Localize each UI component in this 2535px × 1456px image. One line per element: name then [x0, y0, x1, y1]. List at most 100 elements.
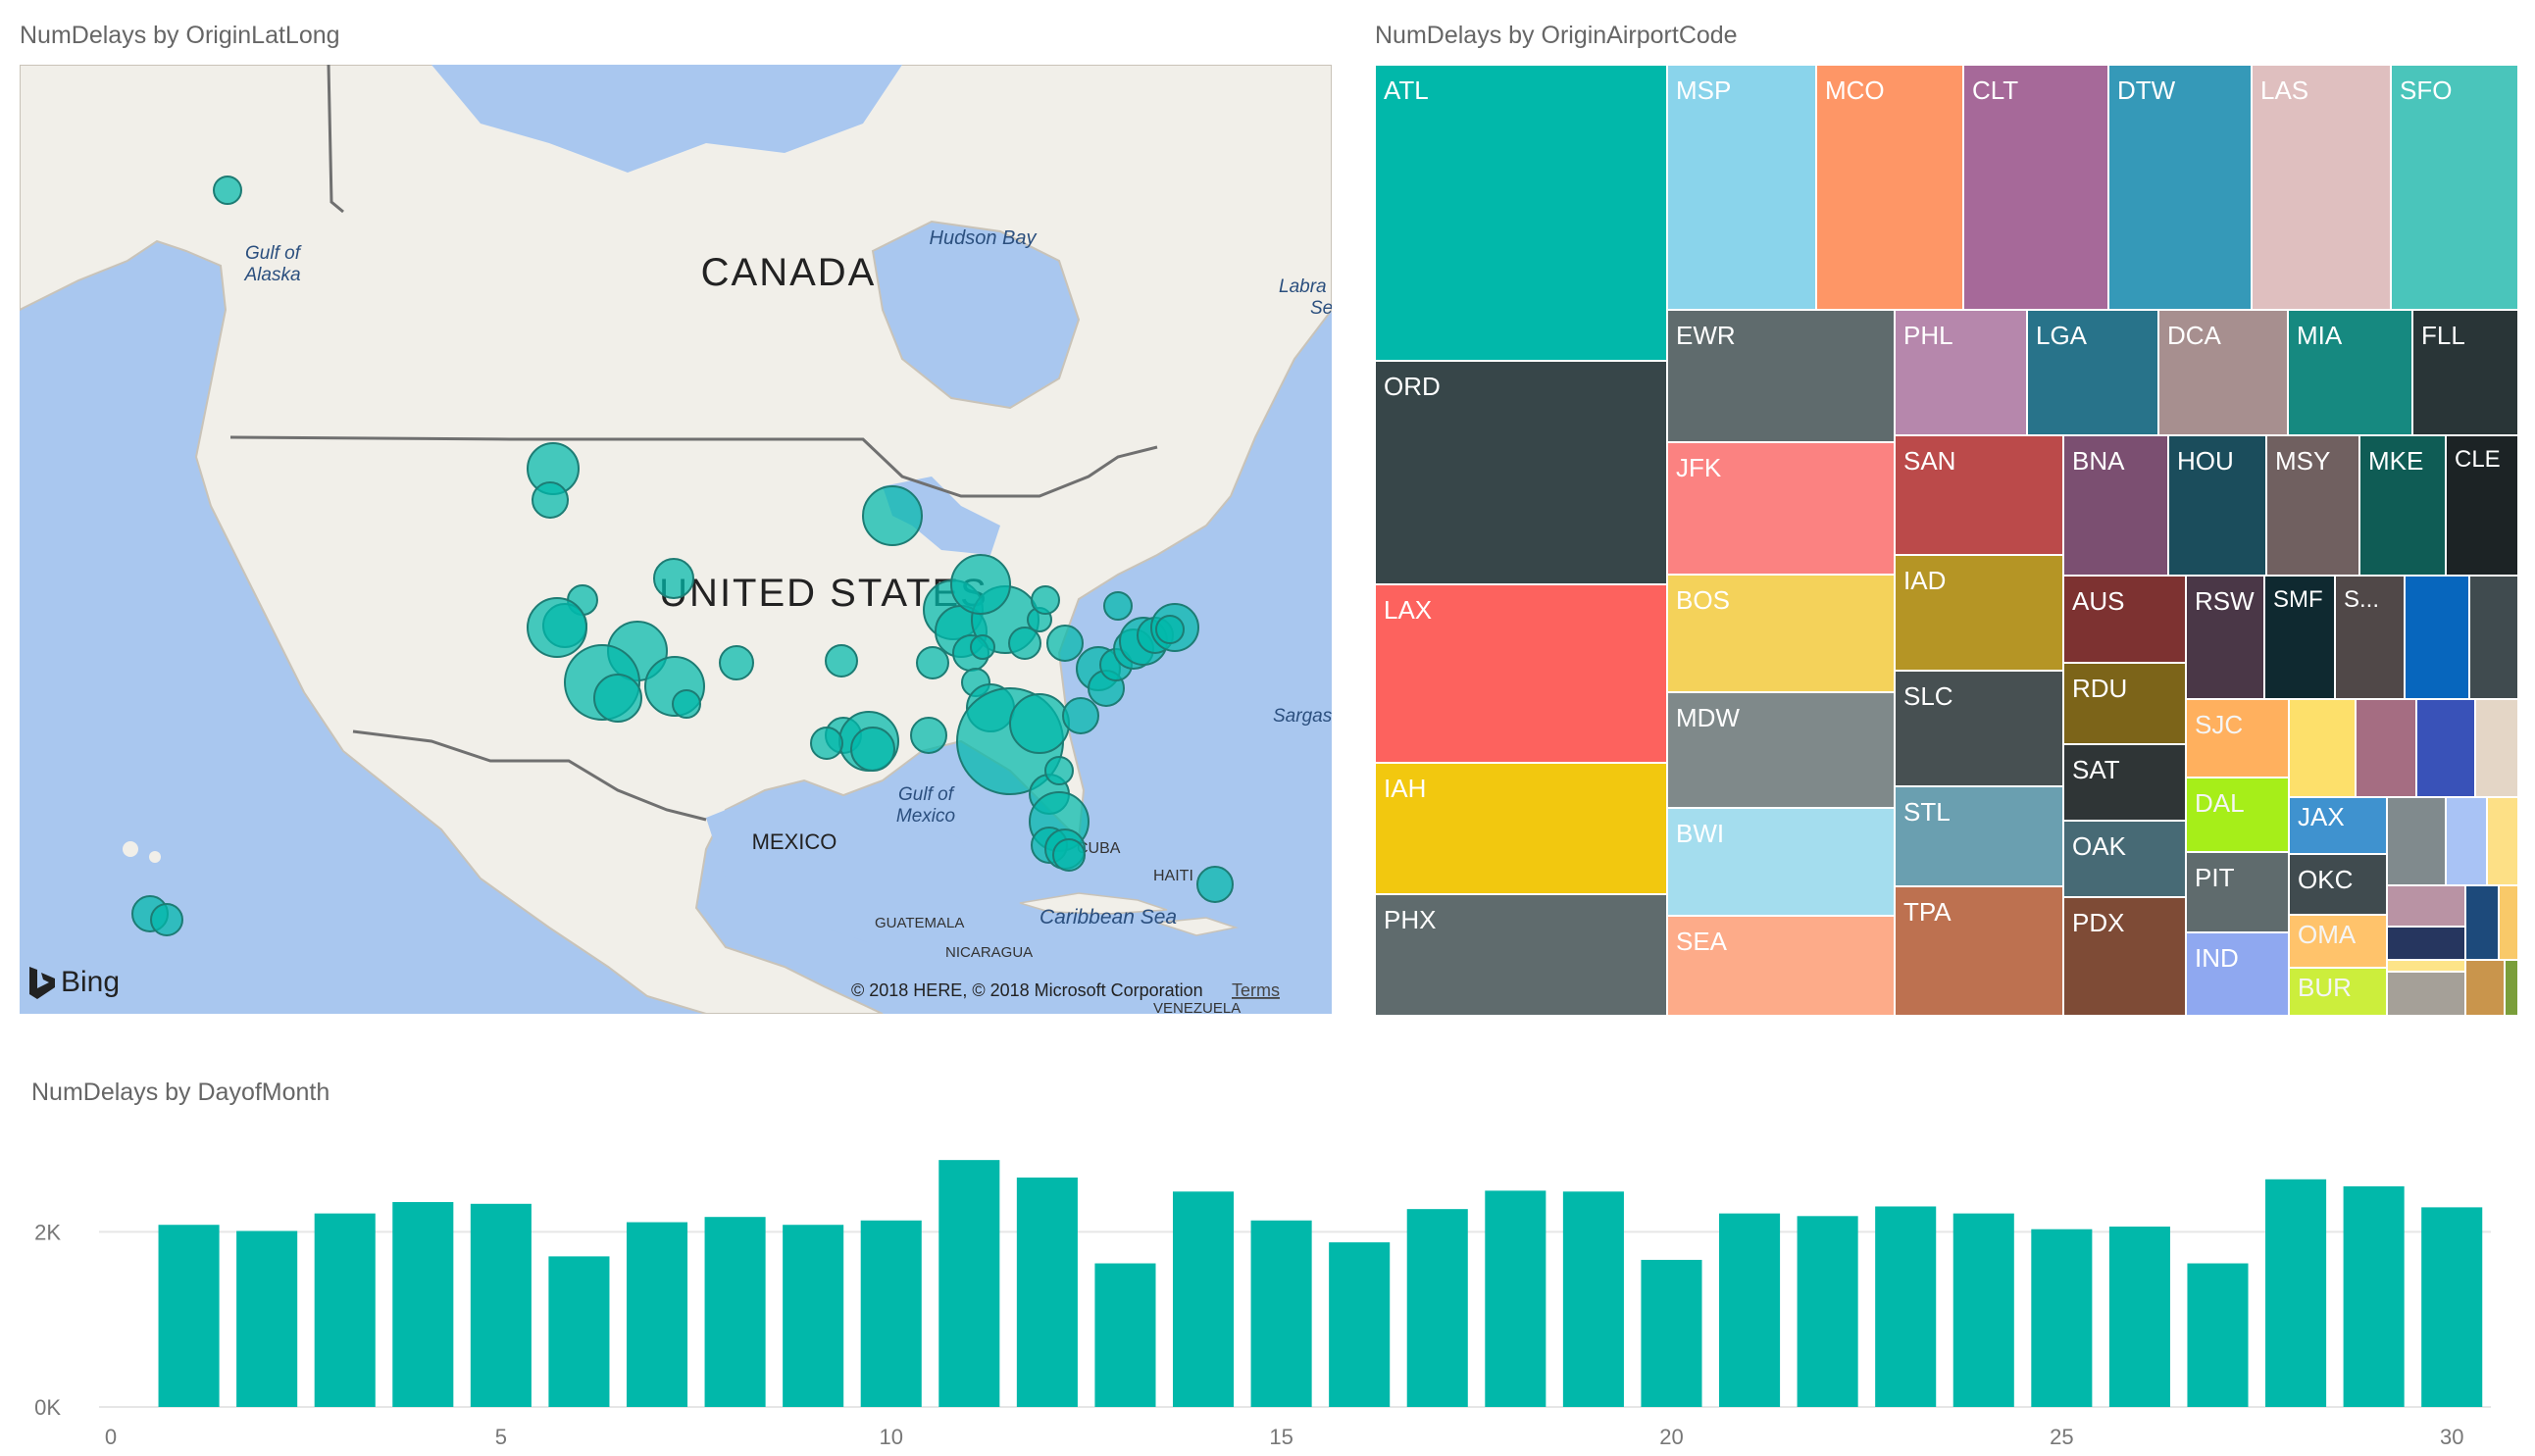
delay-bubble[interactable] — [150, 903, 183, 936]
bar-day-6[interactable] — [548, 1256, 610, 1407]
delay-bubble[interactable] — [850, 727, 895, 772]
delay-bubble[interactable] — [1031, 585, 1060, 615]
delay-bubble[interactable] — [1196, 866, 1234, 903]
bar-day-19[interactable] — [1562, 1191, 1624, 1407]
treemap-tile[interactable] — [2416, 699, 2475, 797]
delay-bubble[interactable] — [825, 644, 858, 678]
bar-day-2[interactable] — [236, 1230, 298, 1407]
treemap-tile[interactable] — [2465, 885, 2499, 960]
treemap-tile-rdu[interactable]: RDU — [2063, 663, 2186, 744]
delay-bubble[interactable] — [916, 646, 949, 679]
bar-day-20[interactable] — [1641, 1259, 1702, 1407]
treemap-tile-fll[interactable]: FLL — [2412, 310, 2518, 435]
treemap-tile[interactable] — [2387, 927, 2465, 960]
treemap-tile-atl[interactable]: ATL — [1375, 65, 1667, 361]
delay-bubble[interactable] — [719, 645, 754, 680]
bar-day-15[interactable] — [1250, 1220, 1312, 1407]
treemap-tile[interactable] — [2387, 960, 2465, 972]
treemap-tile-phl[interactable]: PHL — [1895, 310, 2027, 435]
bar-day-21[interactable] — [1719, 1213, 1781, 1407]
treemap-tile-sjc[interactable]: SJC — [2186, 699, 2289, 778]
treemap-tile-bwi[interactable]: BWI — [1667, 808, 1895, 916]
treemap-tile-lga[interactable]: LGA — [2027, 310, 2158, 435]
map-terms-link[interactable]: Terms — [1232, 980, 1280, 1000]
bar-day-5[interactable] — [470, 1203, 532, 1407]
treemap-tile-msp[interactable]: MSP — [1667, 65, 1816, 310]
treemap-tile-ind[interactable]: IND — [2186, 932, 2289, 1016]
treemap-tile-hou[interactable]: HOU — [2168, 435, 2266, 576]
treemap-tile-aus[interactable]: AUS — [2063, 576, 2186, 663]
bar-day-7[interactable] — [626, 1222, 688, 1407]
bar-day-8[interactable] — [704, 1217, 766, 1407]
treemap-tile[interactable] — [2499, 885, 2518, 960]
treemap-tile-jfk[interactable]: JFK — [1667, 442, 1895, 575]
treemap-tile-s[interactable]: S... — [2335, 576, 2405, 699]
bar-day-29[interactable] — [2343, 1185, 2405, 1407]
bar-day-24[interactable] — [1952, 1213, 2014, 1407]
bar-day-27[interactable] — [2187, 1263, 2249, 1407]
treemap-tile[interactable] — [2405, 576, 2469, 699]
bar-day-1[interactable] — [158, 1225, 220, 1407]
treemap-tile[interactable] — [2289, 699, 2356, 797]
treemap-tile-smf[interactable]: SMF — [2264, 576, 2335, 699]
treemap-tile-bos[interactable]: BOS — [1667, 575, 1895, 692]
treemap-tile-mdw[interactable]: MDW — [1667, 692, 1895, 808]
delay-bubble[interactable] — [593, 674, 642, 723]
treemap-tile-okc[interactable]: OKC — [2289, 854, 2387, 915]
map-canvas[interactable]: CANADA UNITED STATES MEXICO Hudson Bay G… — [20, 65, 1332, 1014]
delay-bubble[interactable] — [1103, 591, 1133, 621]
delay-bubble[interactable] — [532, 481, 569, 519]
delay-bubble[interactable] — [950, 554, 1011, 615]
delay-bubble[interactable] — [213, 176, 242, 205]
treemap-tile-san[interactable]: SAN — [1895, 435, 2063, 555]
bar-day-9[interactable] — [783, 1225, 844, 1407]
treemap-tile-ewr[interactable]: EWR — [1667, 310, 1895, 442]
treemap-tile-bna[interactable]: BNA — [2063, 435, 2168, 576]
treemap-tile[interactable] — [2505, 960, 2518, 1016]
delay-bubble[interactable] — [862, 485, 923, 546]
treemap-tile-mia[interactable]: MIA — [2288, 310, 2412, 435]
treemap-tile-dal[interactable]: DAL — [2186, 778, 2289, 852]
delay-bubble[interactable] — [1062, 697, 1099, 734]
treemap-tile[interactable] — [2387, 885, 2465, 927]
bar-day-25[interactable] — [2031, 1229, 2093, 1407]
treemap-tile-lax[interactable]: LAX — [1375, 584, 1667, 763]
treemap-tile-clt[interactable]: CLT — [1963, 65, 2108, 310]
treemap-tile-msy[interactable]: MSY — [2266, 435, 2359, 576]
treemap-tile-bur[interactable]: BUR — [2289, 968, 2387, 1016]
bar-day-26[interactable] — [2108, 1227, 2170, 1407]
delay-bubble[interactable] — [810, 727, 843, 760]
delay-bubble[interactable] — [1046, 625, 1084, 662]
bar-day-11[interactable] — [938, 1160, 1000, 1407]
treemap-tile-iad[interactable]: IAD — [1895, 555, 2063, 671]
bar-day-16[interactable] — [1329, 1242, 1391, 1407]
treemap-tile-dtw[interactable]: DTW — [2108, 65, 2252, 310]
treemap-tile-dca[interactable]: DCA — [2158, 310, 2288, 435]
treemap-tile-stl[interactable]: STL — [1895, 786, 2063, 886]
treemap-tile-cle[interactable]: CLE — [2446, 435, 2518, 576]
delay-bubbles[interactable] — [131, 176, 1234, 936]
bar-chart-visual[interactable]: 0K 2K 0 5 10 15 20 25 30 — [20, 1059, 2520, 1451]
treemap-tile[interactable] — [2387, 797, 2446, 885]
delay-bubble[interactable] — [1009, 693, 1070, 754]
treemap-tile-tpa[interactable]: TPA — [1895, 886, 2063, 1016]
treemap-tile[interactable] — [2487, 797, 2518, 885]
map-visual[interactable]: CANADA UNITED STATES MEXICO Hudson Bay G… — [20, 65, 1332, 1014]
bar-series[interactable] — [158, 1160, 2483, 1407]
treemap-tile-iah[interactable]: IAH — [1375, 763, 1667, 894]
treemap-tile-sat[interactable]: SAT — [2063, 744, 2186, 821]
delay-bubble[interactable] — [1155, 615, 1185, 644]
treemap-tile-mke[interactable]: MKE — [2359, 435, 2446, 576]
delay-bubble[interactable] — [1044, 756, 1074, 785]
bar-day-22[interactable] — [1797, 1216, 1858, 1407]
bar-day-30[interactable] — [2421, 1207, 2483, 1407]
bar-day-3[interactable] — [314, 1213, 376, 1407]
treemap-tile-oak[interactable]: OAK — [2063, 821, 2186, 897]
treemap-tile-pit[interactable]: PIT — [2186, 852, 2289, 932]
bar-day-28[interactable] — [2265, 1179, 2327, 1407]
treemap-tile-sea[interactable]: SEA — [1667, 916, 1895, 1016]
bar-day-23[interactable] — [1875, 1206, 1937, 1407]
bar-day-18[interactable] — [1485, 1190, 1546, 1407]
bar-day-14[interactable] — [1172, 1191, 1235, 1407]
treemap-tile-sfo[interactable]: SFO — [2391, 65, 2518, 310]
